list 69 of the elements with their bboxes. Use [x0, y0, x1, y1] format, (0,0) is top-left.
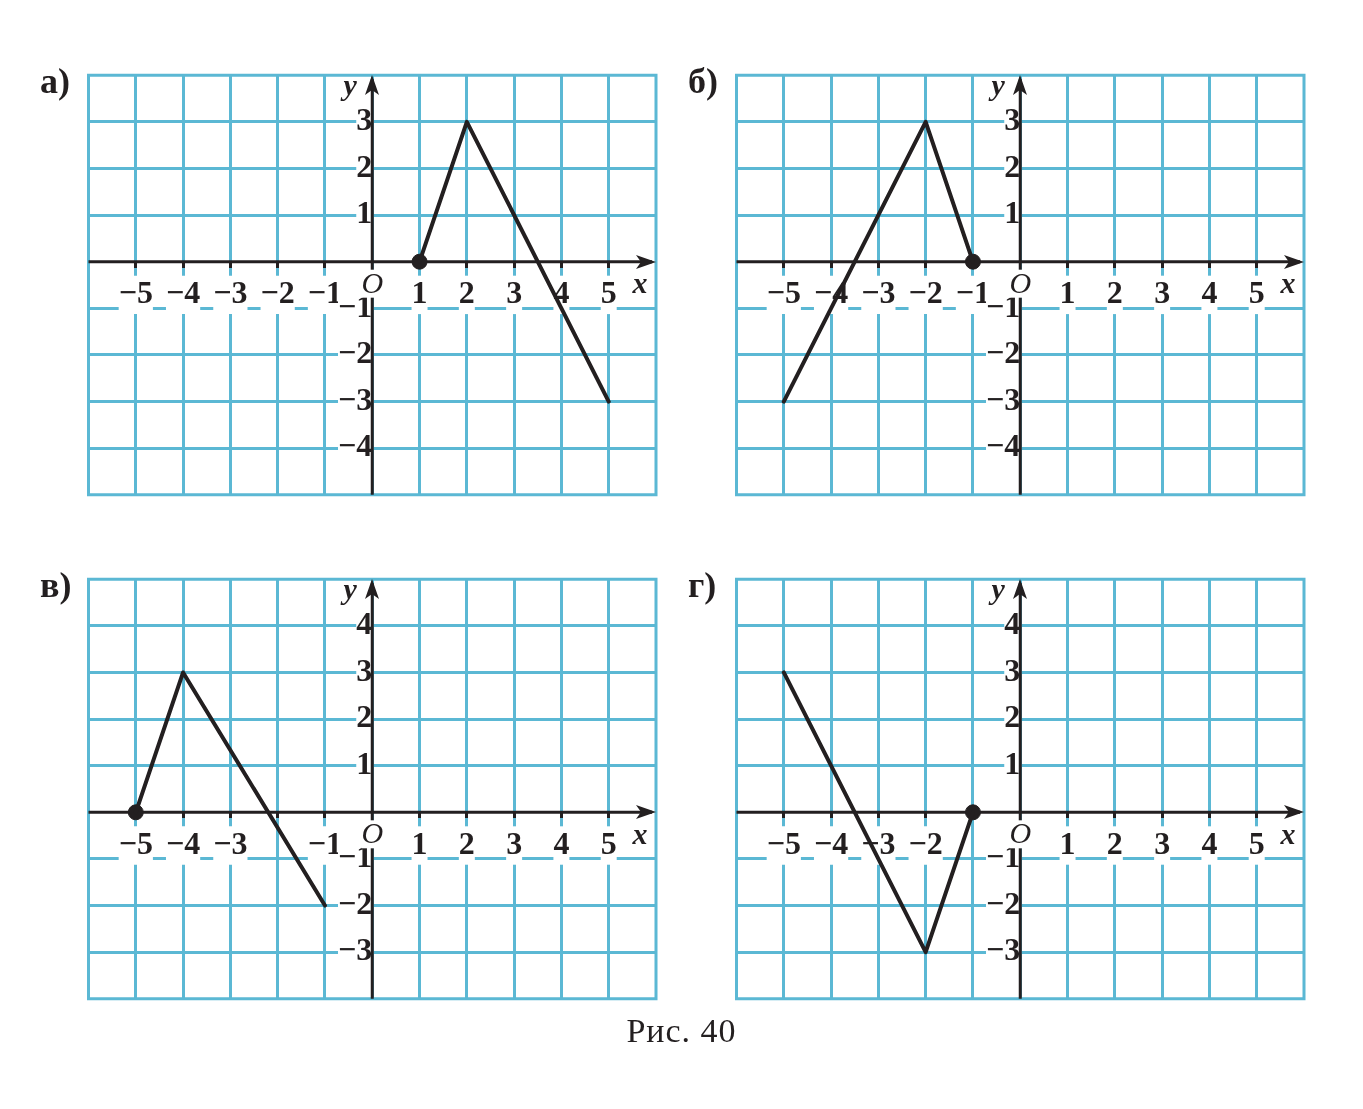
y-tick-label: −2 — [338, 884, 373, 921]
y-tick-label: −3 — [338, 380, 373, 417]
text: Рис. 40 — [625, 1012, 738, 1050]
x-tick-label: −4 — [165, 824, 201, 861]
x-tick-label: 1 — [1059, 274, 1076, 311]
x-tick-label: 1 — [411, 824, 428, 861]
y-tick-label: 2 — [1004, 147, 1021, 184]
x-tick-label: −5 — [118, 824, 153, 861]
y-tick-label: −3 — [986, 380, 1021, 417]
y-tick-label: 3 — [356, 651, 373, 688]
x-tick-label: 4 — [1201, 824, 1218, 861]
x-tick-label: 4 — [1201, 274, 1218, 311]
y-tick-label: −4 — [338, 427, 373, 464]
x-tick-label: 3 — [1154, 824, 1171, 861]
y-tick-label: 1 — [356, 744, 373, 781]
x-tick-label: 4 — [553, 824, 570, 861]
y-tick-label: 2 — [356, 147, 373, 184]
x-tick-label: −5 — [118, 274, 153, 311]
y-tick-label: 2 — [356, 698, 373, 735]
x-tick-label: 1 — [411, 274, 428, 311]
y-tick-label: −2 — [986, 884, 1021, 921]
x-tick-label: −3 — [213, 824, 248, 861]
x-tick-label: 5 — [1248, 824, 1265, 861]
y-tick-label: 4 — [1004, 605, 1021, 642]
x-axis-title: x — [1279, 817, 1296, 851]
x-tick-label: −2 — [908, 274, 943, 311]
x-tick-label: 3 — [506, 824, 523, 861]
x-tick-label: −3 — [861, 274, 896, 311]
y-tick-label: −2 — [986, 334, 1021, 371]
x-tick-label: −5 — [766, 824, 801, 861]
x-axis-title: x — [631, 266, 648, 300]
x-tick-label: 2 — [458, 824, 475, 861]
y-tick-label: 2 — [1004, 698, 1021, 735]
x-axis-title: x — [631, 817, 648, 851]
x-axis-title: x — [1279, 266, 1296, 300]
x-tick-label: −4 — [165, 274, 201, 311]
y-axis-title: y — [340, 571, 358, 605]
x-tick-label: 1 — [1059, 824, 1076, 861]
chart-title: а) — [40, 60, 70, 102]
y-tick-label: 1 — [1004, 194, 1021, 231]
y-tick-label: −2 — [338, 334, 373, 371]
y-tick-label: 1 — [356, 194, 373, 231]
x-tick-label: 3 — [1154, 274, 1171, 311]
x-tick-label: −2 — [908, 824, 943, 861]
chart-title: г) — [688, 564, 717, 606]
chart-title: в) — [40, 564, 72, 606]
x-tick-label: 3 — [506, 274, 523, 311]
x-tick-label: −5 — [766, 274, 801, 311]
x-tick-label: −2 — [260, 274, 295, 311]
x-tick-label: 5 — [600, 824, 617, 861]
x-tick-label: 5 — [1248, 274, 1265, 311]
x-tick-label: 2 — [458, 274, 475, 311]
y-axis-title: y — [340, 67, 358, 101]
y-axis-title: y — [988, 571, 1006, 605]
x-tick-label: 5 — [600, 274, 617, 311]
y-tick-label: 1 — [1004, 744, 1021, 781]
x-tick-label: 2 — [1106, 824, 1123, 861]
y-tick-label: −4 — [986, 427, 1021, 464]
y-axis-title: y — [988, 67, 1006, 101]
y-tick-label: −3 — [338, 931, 373, 968]
x-tick-label: 2 — [1106, 274, 1123, 311]
x-tick-label: −3 — [213, 274, 248, 311]
y-tick-label: 3 — [1004, 651, 1021, 688]
y-tick-label: 3 — [356, 101, 373, 138]
x-tick-label: −4 — [813, 824, 849, 861]
y-tick-label: 4 — [356, 605, 373, 642]
chart-title: б) — [688, 60, 718, 102]
y-tick-label: 3 — [1004, 101, 1021, 138]
y-tick-label: −3 — [986, 931, 1021, 968]
